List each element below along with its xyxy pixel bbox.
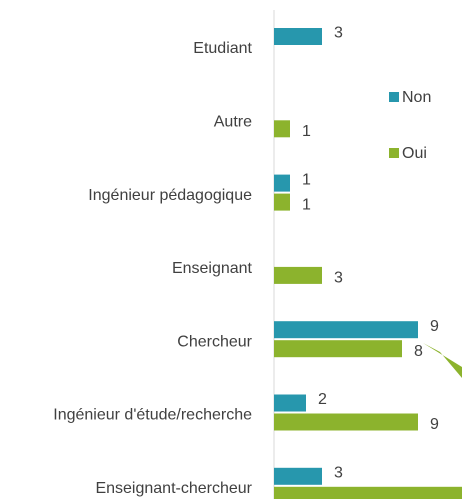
value-label: 8 — [414, 343, 423, 360]
legend-label: Oui — [402, 145, 427, 162]
callout-pointer — [423, 343, 462, 378]
value-label: 3 — [334, 25, 343, 42]
category-label: Chercheur — [177, 333, 252, 350]
bar — [274, 394, 306, 412]
value-label: 2 — [318, 391, 327, 408]
bar — [274, 321, 418, 339]
value-label: 9 — [430, 318, 439, 335]
category-label: Etudiant — [193, 40, 252, 57]
value-label: 1 — [302, 123, 311, 140]
bar — [274, 120, 290, 138]
bar — [274, 340, 402, 358]
value-label: 9 — [430, 416, 439, 433]
value-label: 3 — [334, 270, 343, 287]
value-label: 3 — [334, 465, 343, 482]
bar — [274, 193, 290, 211]
category-label: Enseignant — [172, 260, 253, 277]
bar — [274, 28, 322, 45]
bar — [274, 467, 322, 485]
bar — [274, 486, 462, 499]
category-label: Ingénieur d'étude/recherche — [53, 407, 252, 424]
category-label: Ingénieur pédagogique — [88, 187, 252, 204]
value-label: 1 — [302, 196, 311, 213]
legend-swatch — [389, 148, 399, 158]
bar — [274, 174, 290, 192]
category-label: Enseignant-chercheur — [95, 480, 252, 497]
value-label: 1 — [302, 171, 311, 188]
category-label: Autre — [214, 114, 252, 131]
bar — [274, 413, 418, 431]
legend-swatch — [389, 92, 399, 102]
legend-label: Non — [402, 89, 431, 106]
bar — [274, 266, 322, 284]
